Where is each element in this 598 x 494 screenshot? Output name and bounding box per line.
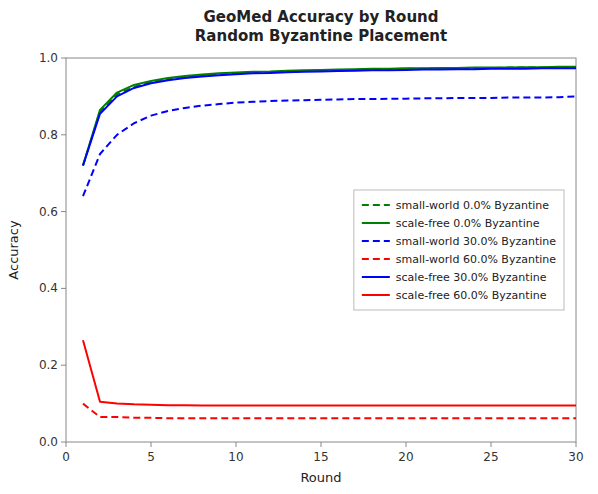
series-lines (83, 67, 576, 418)
legend: small-world 0.0% Byzantine scale-free 0.0… (354, 190, 564, 310)
x-tick (406, 442, 407, 447)
y-axis-label: Accuracy (6, 220, 21, 280)
x-tick (236, 442, 237, 447)
legend-label: scale-free 60.0% Byzantine (396, 289, 547, 302)
y-tick (61, 211, 66, 212)
legend-label: scale-free 30.0% Byzantine (396, 271, 547, 284)
legend-box (354, 190, 564, 310)
series-line (83, 340, 576, 405)
title: GeoMed Accuracy by RoundRandom Byzantine… (195, 8, 447, 45)
y-tick-label: 0.2 (39, 358, 58, 372)
x-tick (321, 442, 322, 447)
legend-swatch (362, 258, 390, 260)
legend-swatch (362, 222, 390, 224)
legend-label: small-world 60.0% Byzantine (396, 253, 556, 266)
series-line (83, 68, 576, 165)
x-tick-label: 0 (62, 450, 70, 464)
legend-label: small-world 30.0% Byzantine (396, 235, 556, 248)
plot-frame (66, 58, 576, 442)
x-tick-label: 25 (483, 450, 498, 464)
legend-swatch (362, 240, 390, 242)
y-tick (61, 134, 66, 135)
x-tick (576, 442, 577, 447)
y-tick-label: 0.6 (39, 205, 58, 219)
y-tick (61, 58, 66, 59)
y-tick (61, 288, 66, 289)
chart: GeoMed Accuracy by RoundRandom Byzantine… (0, 0, 598, 494)
legend-swatch (362, 204, 390, 206)
x-tick-label: 15 (313, 450, 328, 464)
y-tick (61, 365, 66, 366)
y-tick-label: 0.8 (39, 128, 58, 142)
x-tick-label: 10 (228, 450, 243, 464)
series-line (83, 67, 576, 165)
y-tick-label: 1.0 (39, 51, 58, 65)
x-tick (66, 442, 67, 447)
x-tick-label: 30 (568, 450, 583, 464)
legend-label: small-world 0.0% Byzantine (396, 199, 549, 212)
legend-item: scale-free 0.0% Byzantine (362, 217, 540, 230)
series-line (83, 96, 576, 196)
x-tick (151, 442, 152, 447)
axes: 0 5 10 15 20 25 30 0.0 0.2 0.4 0.6 0.8 1.0 (39, 51, 584, 464)
x-tick (491, 442, 492, 447)
y-tick-label: 0.4 (39, 281, 58, 295)
legend-swatch (362, 294, 390, 296)
legend-swatch (362, 276, 390, 278)
legend-item: small-world 60.0% Byzantine (362, 253, 556, 266)
legend-item: scale-free 30.0% Byzantine (362, 271, 547, 284)
y-tick (61, 442, 66, 443)
legend-item: scale-free 60.0% Byzantine (362, 289, 547, 302)
legend-item: small-world 30.0% Byzantine (362, 235, 556, 248)
legend-item: small-world 0.0% Byzantine (362, 199, 549, 212)
x-axis-label: Round (300, 470, 341, 485)
legend-label: scale-free 0.0% Byzantine (396, 217, 540, 230)
x-tick-label: 5 (147, 450, 155, 464)
y-tick-label: 0.0 (39, 435, 58, 449)
x-tick-label: 20 (398, 450, 413, 464)
series-line (83, 67, 576, 166)
